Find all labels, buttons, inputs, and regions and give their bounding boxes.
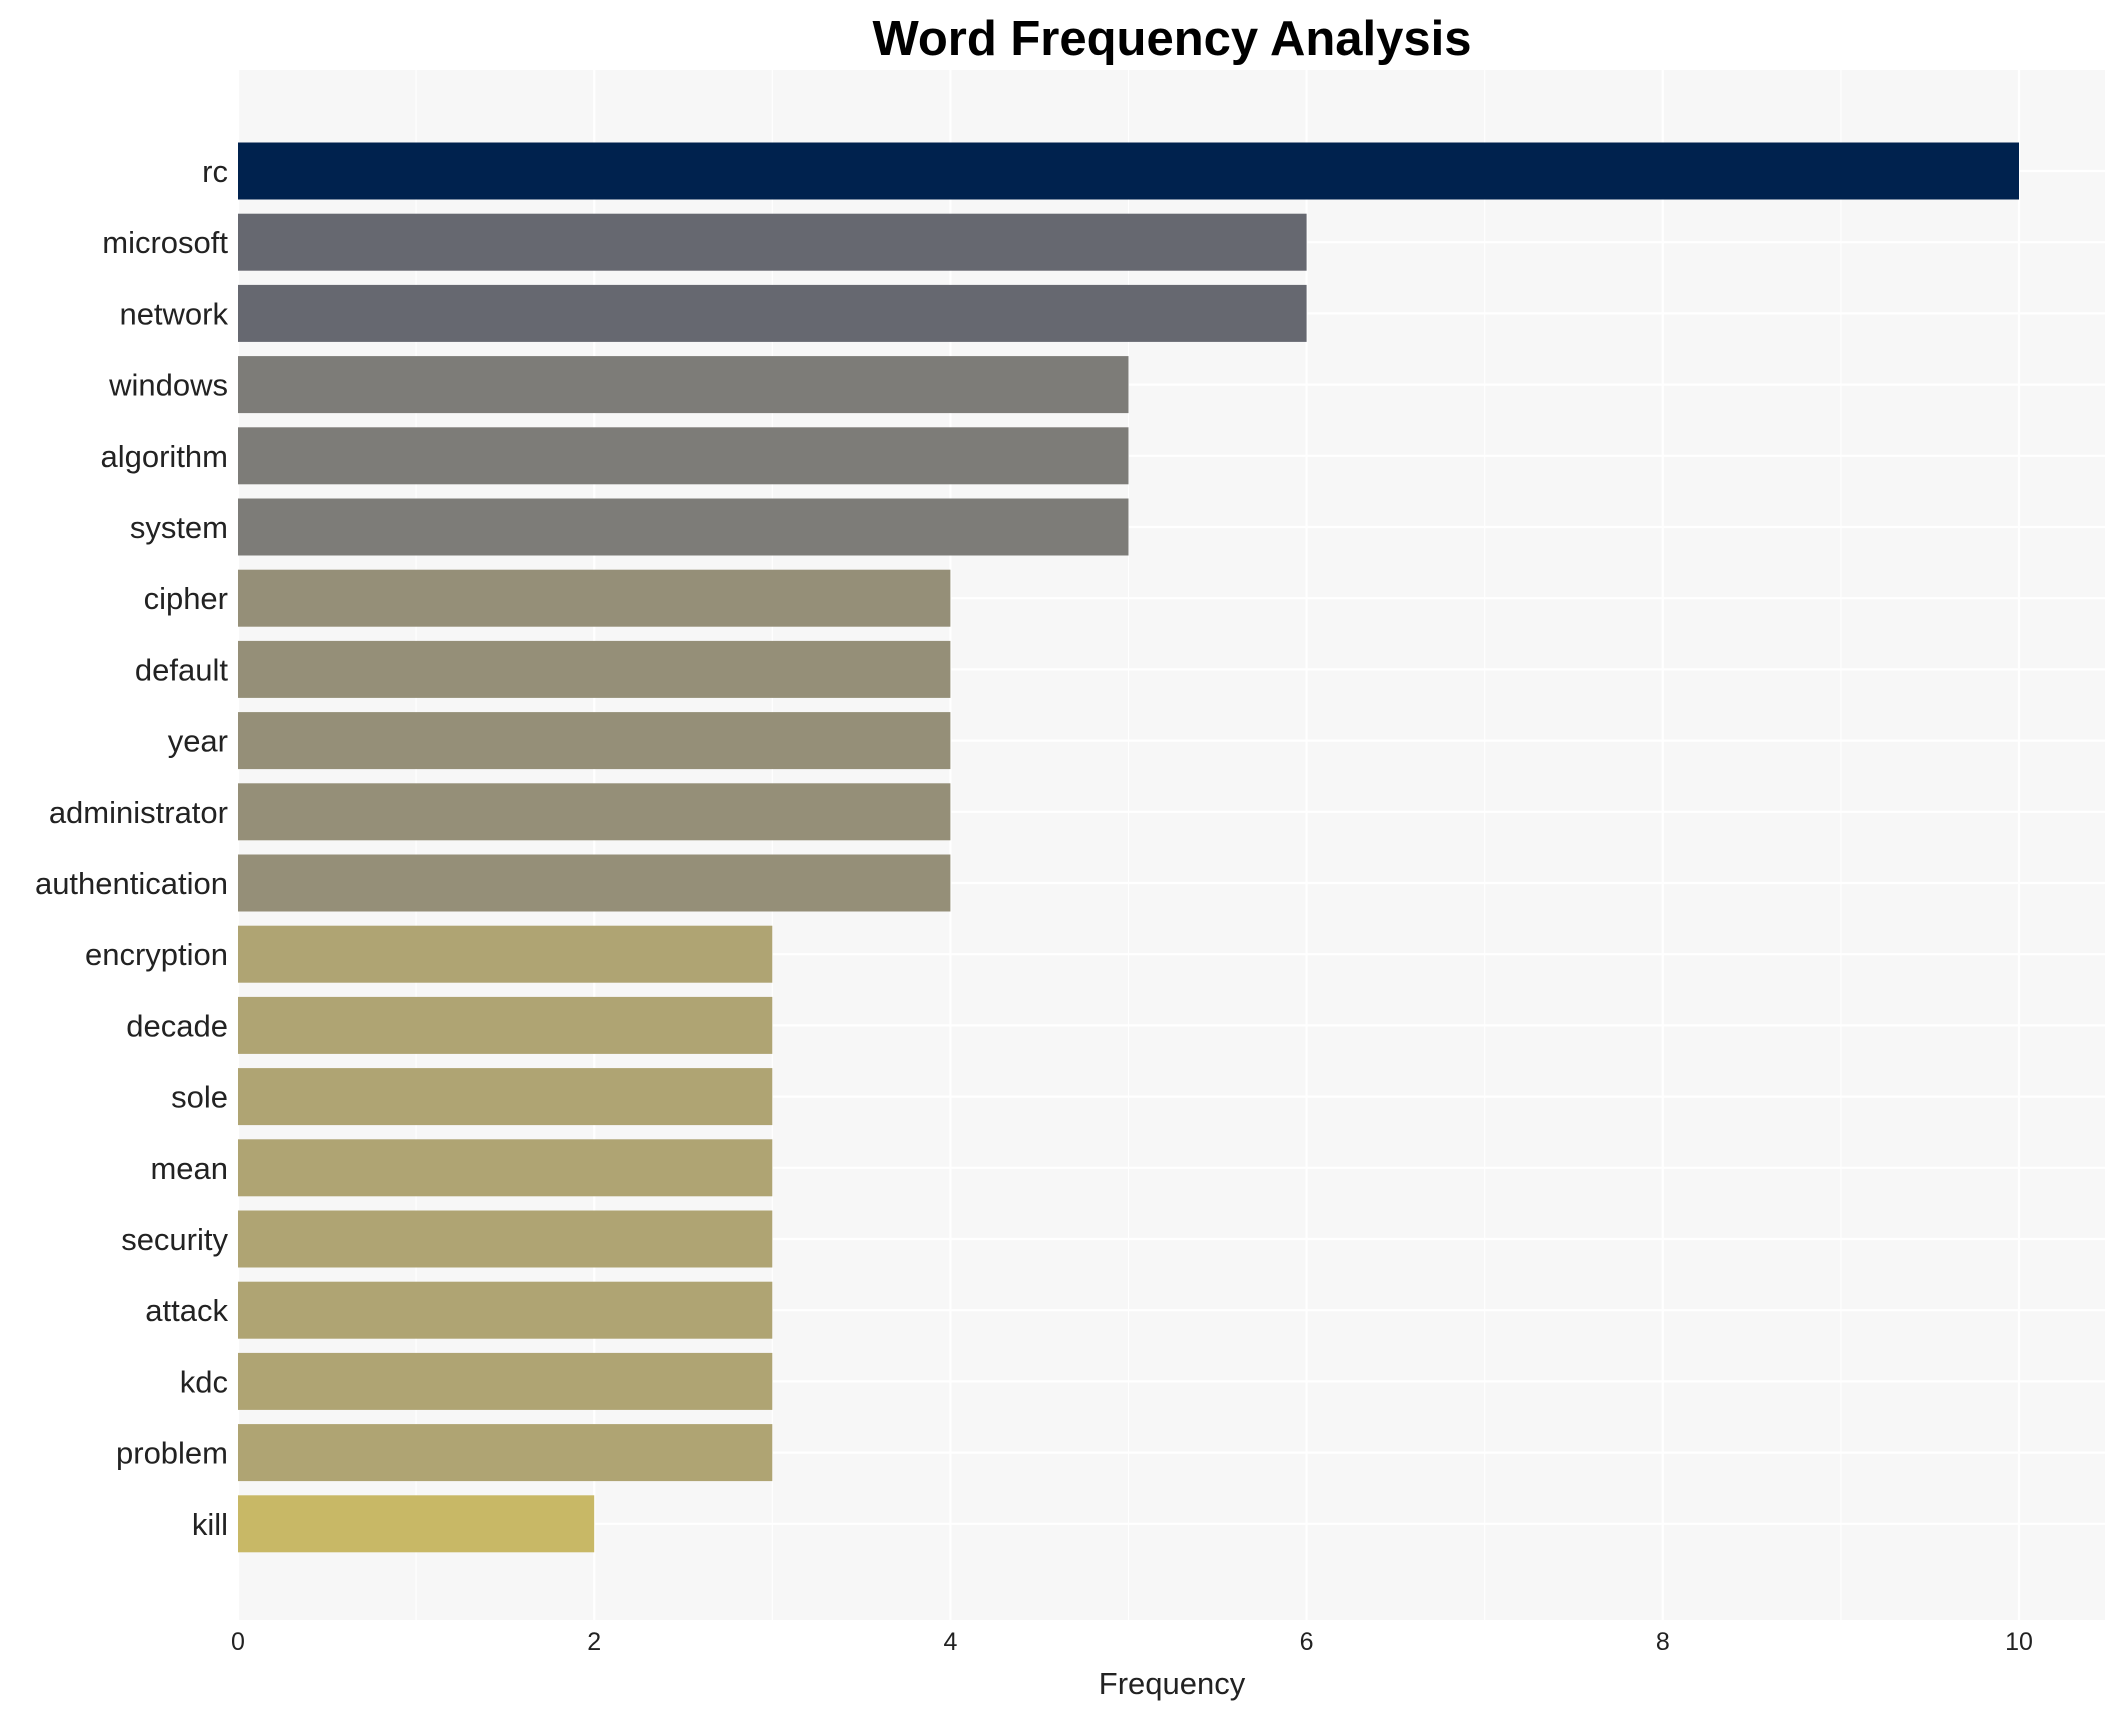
y-tick-label: attack xyxy=(145,1293,228,1328)
y-tick-label: rc xyxy=(202,154,228,189)
y-tick-label: default xyxy=(135,652,228,687)
bar-decade xyxy=(238,996,773,1054)
x-axis-ticks: 0 2 4 6 8 10 xyxy=(231,1628,2033,1656)
bar-mean xyxy=(238,1139,773,1197)
y-tick-label: security xyxy=(121,1222,228,1257)
y-tick-label: mean xyxy=(150,1151,228,1186)
bar-kill xyxy=(238,1495,595,1553)
bar-windows xyxy=(238,356,1129,414)
y-tick-label: windows xyxy=(108,368,228,403)
bar-default xyxy=(238,640,951,698)
bar-administrator xyxy=(238,783,951,841)
x-tick-label: 4 xyxy=(943,1628,957,1656)
bars xyxy=(238,142,2019,1553)
x-tick-label: 6 xyxy=(1300,1628,1314,1656)
x-axis-title: Frequency xyxy=(1099,1666,1246,1701)
y-tick-label: kdc xyxy=(180,1364,228,1399)
y-tick-label: year xyxy=(168,724,228,759)
bar-encryption xyxy=(238,925,773,983)
y-tick-label: system xyxy=(130,510,228,545)
y-tick-label: algorithm xyxy=(101,439,229,474)
x-tick-label: 8 xyxy=(1656,1628,1670,1656)
y-tick-label: problem xyxy=(116,1436,228,1471)
bar-microsoft xyxy=(238,213,1307,271)
x-tick-label: 10 xyxy=(2005,1628,2033,1656)
y-tick-label: administrator xyxy=(49,795,228,830)
y-tick-label: kill xyxy=(192,1507,228,1542)
y-tick-label: authentication xyxy=(35,866,228,901)
bar-problem xyxy=(238,1424,773,1482)
bar-algorithm xyxy=(238,427,1129,485)
bar-attack xyxy=(238,1281,773,1339)
x-tick-label: 0 xyxy=(231,1628,245,1656)
bar-rc xyxy=(238,142,2019,200)
x-tick-label: 2 xyxy=(587,1628,601,1656)
y-tick-label: network xyxy=(119,296,228,331)
y-tick-label: sole xyxy=(171,1080,228,1115)
bar-network xyxy=(238,284,1307,342)
bar-kdc xyxy=(238,1352,773,1410)
bar-authentication xyxy=(238,854,951,912)
y-tick-label: encryption xyxy=(85,937,228,972)
bar-cipher xyxy=(238,569,951,627)
y-tick-label: decade xyxy=(126,1008,228,1043)
y-tick-label: microsoft xyxy=(102,225,228,260)
bar-sole xyxy=(238,1068,773,1126)
bar-year xyxy=(238,712,951,770)
bar-security xyxy=(238,1210,773,1268)
y-axis-labels: rc microsoft network windows algorithm system… xyxy=(35,154,229,1542)
chart-title: Word Frequency Analysis xyxy=(872,12,1471,66)
y-tick-label: cipher xyxy=(144,581,228,616)
bar-system xyxy=(238,498,1129,556)
